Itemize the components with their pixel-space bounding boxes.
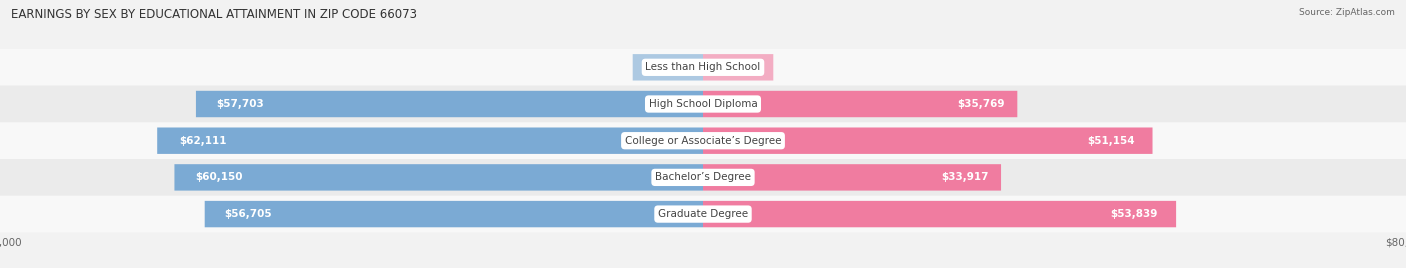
FancyBboxPatch shape [195,91,703,117]
Text: $62,111: $62,111 [179,136,226,146]
FancyBboxPatch shape [0,196,1406,232]
Text: College or Associate’s Degree: College or Associate’s Degree [624,136,782,146]
FancyBboxPatch shape [0,122,1406,159]
Text: $33,917: $33,917 [942,172,990,183]
Text: Less than High School: Less than High School [645,62,761,72]
FancyBboxPatch shape [633,54,703,80]
Text: $0: $0 [661,62,675,72]
Text: $57,703: $57,703 [217,99,264,109]
Text: $35,769: $35,769 [957,99,1005,109]
FancyBboxPatch shape [174,164,703,191]
FancyBboxPatch shape [205,201,703,227]
Text: EARNINGS BY SEX BY EDUCATIONAL ATTAINMENT IN ZIP CODE 66073: EARNINGS BY SEX BY EDUCATIONAL ATTAINMEN… [11,8,418,21]
Text: $51,154: $51,154 [1087,136,1135,146]
FancyBboxPatch shape [0,49,1406,86]
FancyBboxPatch shape [703,201,1175,227]
FancyBboxPatch shape [703,54,773,80]
FancyBboxPatch shape [703,128,1153,154]
FancyBboxPatch shape [703,164,1001,191]
Text: Source: ZipAtlas.com: Source: ZipAtlas.com [1299,8,1395,17]
FancyBboxPatch shape [703,91,1018,117]
Text: Bachelor’s Degree: Bachelor’s Degree [655,172,751,183]
FancyBboxPatch shape [0,159,1406,196]
Text: $60,150: $60,150 [195,172,243,183]
FancyBboxPatch shape [0,86,1406,122]
FancyBboxPatch shape [157,128,703,154]
Text: $56,705: $56,705 [225,209,273,219]
Text: Graduate Degree: Graduate Degree [658,209,748,219]
Text: High School Diploma: High School Diploma [648,99,758,109]
Text: $53,839: $53,839 [1109,209,1157,219]
Text: $0: $0 [731,62,745,72]
